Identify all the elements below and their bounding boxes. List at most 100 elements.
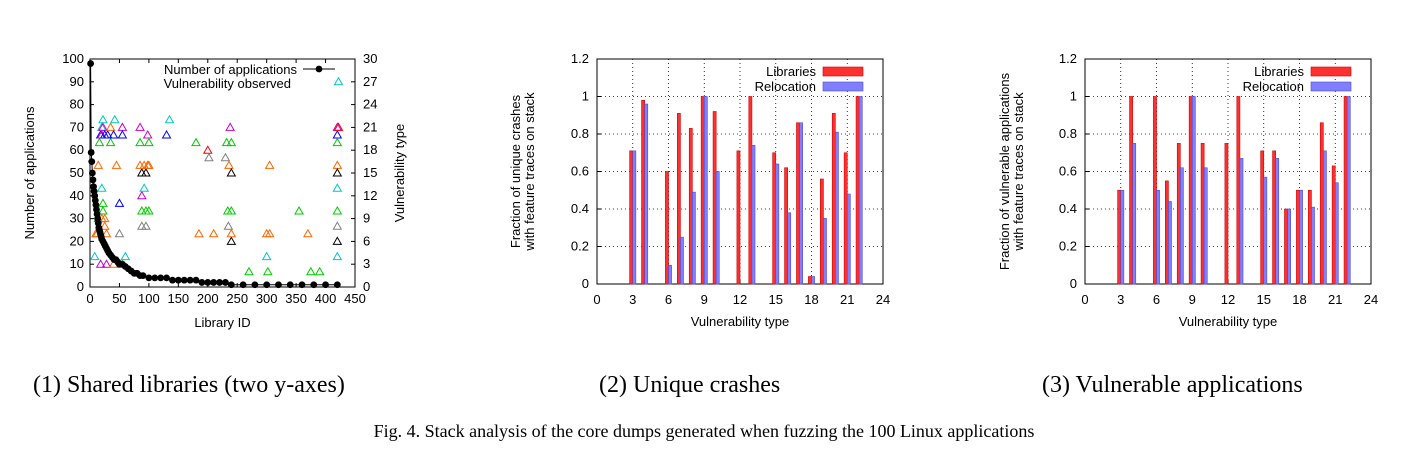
bar-libraries xyxy=(784,167,788,285)
bar-relocation xyxy=(835,131,839,285)
x-tick-label: 21 xyxy=(840,292,854,307)
bar-libraries xyxy=(1153,96,1157,285)
y2-axis-label: Vulnerability type xyxy=(392,124,407,223)
y-tick-label: 0.8 xyxy=(1059,126,1077,141)
vulnerability-point xyxy=(135,137,145,147)
vulnerability-point xyxy=(225,122,236,131)
x-tick-label: 6 xyxy=(665,292,672,307)
y-tick-label: 50 xyxy=(70,165,84,180)
vulnerability-point xyxy=(221,137,232,147)
x-tick-label: 250 xyxy=(226,291,248,306)
y-tick-label: 0.4 xyxy=(571,201,589,216)
vulnerability-point xyxy=(332,160,343,169)
x-tick-label: 100 xyxy=(138,291,160,306)
bar-libraries xyxy=(700,96,705,285)
vulnerability-point xyxy=(208,228,219,238)
legend-marker-applications xyxy=(315,65,323,73)
vulnerability-point xyxy=(332,183,343,192)
vulnerability-point xyxy=(333,122,344,131)
applications-point xyxy=(151,274,159,282)
bar-relocation xyxy=(1263,176,1268,285)
plot-frame xyxy=(89,58,356,288)
y-tick-label: 0 xyxy=(77,279,84,294)
y-tick-label: 0 xyxy=(582,276,589,291)
bar-relocation xyxy=(1323,150,1327,285)
chart-vulnerable-applications: 0 3 6 9 12 15 18 21 24 0 0.2 0.4 0.6 0.8 1 1.2 Vulnerabi… xyxy=(997,51,1378,329)
x-tick-label: 150 xyxy=(167,291,189,306)
applications-point xyxy=(310,281,318,289)
vulnerability-point xyxy=(111,160,122,169)
bar-relocation xyxy=(1120,189,1125,285)
bar-relocation xyxy=(787,212,792,285)
vulnerability-point xyxy=(136,205,147,215)
vulnerability-point xyxy=(332,251,343,261)
bar-relocation xyxy=(1191,96,1196,285)
vulnerability-point xyxy=(101,259,112,268)
x-tick-label: 12 xyxy=(733,292,747,307)
x-tick-label: 400 xyxy=(315,291,337,306)
vulnerability-point xyxy=(89,251,100,261)
legend-label: Libraries xyxy=(766,64,816,79)
y-tick-label: 0.6 xyxy=(571,164,589,179)
vulnerability-point xyxy=(135,160,145,169)
y-axis-label-line: Fraction of vulnerable applications xyxy=(997,72,1012,270)
vulnerability-point xyxy=(108,129,119,139)
bar-relocation xyxy=(799,122,803,285)
y-tick-label: 0.2 xyxy=(1059,239,1077,254)
bar-relocation xyxy=(1156,189,1160,285)
vulnerability-point xyxy=(135,122,145,131)
vulnerability-point xyxy=(204,152,214,162)
bar-libraries xyxy=(1117,189,1122,285)
y-tick-label: 0.2 xyxy=(571,239,589,254)
bar-libraries xyxy=(665,171,669,285)
vulnerability-point xyxy=(226,167,237,177)
applications-point xyxy=(204,279,212,286)
subcaption-shared-libraries: (1) Shared libraries (two y-axes) xyxy=(33,372,345,398)
vulnerability-point xyxy=(96,183,107,192)
subcaption-unique-crashes: (2) Unique crashes xyxy=(599,372,781,398)
vulnerability-point xyxy=(332,236,343,245)
vulnerability-point xyxy=(136,167,147,177)
chart-shared-libraries: 0 50 100 150 200 250 300 350 400 4500102030405060… xyxy=(22,51,407,330)
bar-libraries xyxy=(1260,150,1265,285)
applications-point xyxy=(322,281,329,289)
x-tick-label: 18 xyxy=(804,292,818,307)
bar-libraries xyxy=(831,113,836,285)
bar-libraries xyxy=(641,99,645,285)
x-tick-label: 0 xyxy=(86,291,93,306)
x-axis-label: Vulnerability type xyxy=(1179,314,1278,329)
vulnerability-point xyxy=(93,160,104,169)
x-tick-label: 12 xyxy=(1221,292,1235,307)
vulnerability-point xyxy=(105,137,116,147)
bar-relocation xyxy=(858,96,863,285)
y2-tick-label: 12 xyxy=(363,188,377,203)
vulnerability-point xyxy=(202,145,213,154)
vulnerability-point xyxy=(164,114,175,124)
bar-libraries xyxy=(1165,180,1169,285)
applications-point xyxy=(198,279,206,286)
vulnerability-point xyxy=(226,137,237,147)
vulnerability-point xyxy=(102,129,113,139)
applications-point xyxy=(89,176,97,184)
bar-libraries xyxy=(736,150,741,285)
vulnerability-point xyxy=(226,205,237,215)
legend-label-vulnerability: Vulnerability observed xyxy=(164,76,291,91)
applications-point xyxy=(174,276,182,284)
bar-libraries xyxy=(1319,122,1324,285)
applications-point xyxy=(163,274,170,282)
bar-libraries xyxy=(1343,96,1348,285)
vulnerability-point xyxy=(98,198,108,207)
vulnerability-point xyxy=(120,251,131,261)
vulnerability-point xyxy=(332,129,343,139)
bar-libraries xyxy=(677,113,681,285)
vulnerability-point xyxy=(226,236,237,245)
bar-relocation xyxy=(1275,158,1280,285)
bar-libraries xyxy=(1284,208,1288,285)
x-tick-label: 21 xyxy=(1328,292,1342,307)
y-tick-label: 70 xyxy=(70,119,84,134)
y-tick-label: 20 xyxy=(70,233,84,248)
y-tick-label: 1 xyxy=(582,89,589,104)
vulnerability-point xyxy=(141,167,151,177)
bar-relocation xyxy=(1168,201,1172,285)
y-axis-label: Number of applications xyxy=(22,106,37,239)
